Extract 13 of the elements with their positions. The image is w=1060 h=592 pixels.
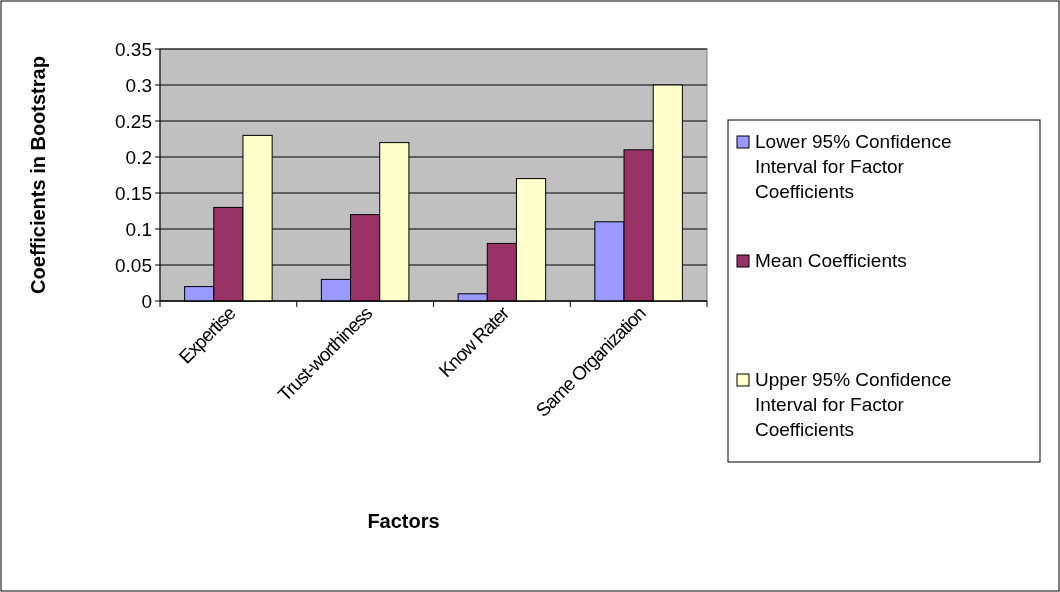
legend-label: Upper 95% Confidence Interval for Factor Coefficients (755, 369, 952, 440)
y-tick-label: 0.05 (115, 254, 152, 276)
y-tick-label: 0 (141, 290, 152, 312)
x-axis-title: Factors (367, 510, 440, 532)
legend-label: Mean Coefficients (755, 250, 907, 271)
y-tick-label: 0.35 (115, 38, 152, 60)
legend-label: Lower 95% Confidence Interval for Factor Coefficients (755, 131, 952, 202)
y-axis-title: Coefficients in Bootstrap (27, 56, 49, 294)
y-tick-label: 0.2 (125, 146, 152, 168)
y-tick-label: 0.25 (115, 110, 152, 132)
y-tick-label: 0.15 (115, 182, 152, 204)
y-tick-label: 0.1 (125, 218, 152, 240)
y-tick-label: 0.3 (125, 74, 152, 96)
